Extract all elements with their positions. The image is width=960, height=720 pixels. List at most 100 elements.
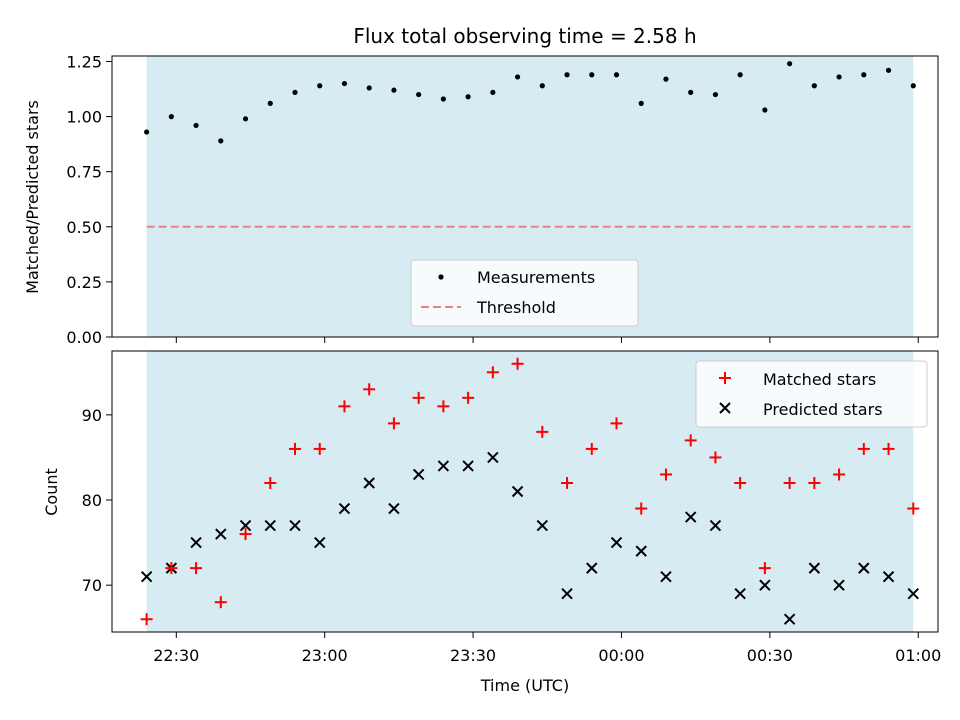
predicted-star-point <box>858 562 870 574</box>
y-tick-label: 1.25 <box>66 53 102 72</box>
predicted-star-point <box>586 562 598 574</box>
predicted-star-point <box>140 570 153 583</box>
predicted-star-point <box>783 613 796 625</box>
predicted-star-point <box>264 519 276 532</box>
measurement-points <box>144 61 916 144</box>
predicted-star-point <box>833 579 845 591</box>
measurement-point <box>267 100 273 106</box>
matched-stars-legend-label: Matched stars <box>763 370 876 389</box>
predicted-star-point <box>536 519 549 532</box>
measurement-point <box>638 100 644 106</box>
y-tick-label: 80 <box>82 491 102 510</box>
matched-star-point <box>808 476 821 489</box>
measurement-point <box>242 116 249 122</box>
predicted-star-point <box>363 477 375 489</box>
chart-title: Flux total observing time = 2.58 h <box>353 24 696 48</box>
measurement-point <box>737 72 743 78</box>
predicted-star-point <box>487 451 499 464</box>
x-tick-label: 00:30 <box>747 646 793 665</box>
measurement-point <box>712 91 719 98</box>
measurement-point <box>144 129 150 135</box>
x-axis-label: Time (UTC) <box>480 676 569 695</box>
matched-star-point <box>190 562 203 575</box>
matched-star-point <box>585 442 598 455</box>
measurement-point <box>885 67 892 73</box>
matched-star-point <box>561 476 574 489</box>
count-legend-box <box>695 360 928 428</box>
predicted-star-point <box>759 579 771 591</box>
ratio-panel: 0.00 0.25 0.50 0.75 1.00 1.25 Flux total obse… <box>23 24 939 347</box>
predicted-star-point <box>289 519 301 532</box>
measurement-point <box>391 87 397 93</box>
measurement-point <box>910 83 916 89</box>
matched-star-point <box>734 476 747 489</box>
matched-star-point <box>907 502 920 515</box>
matched-star-point <box>289 442 302 455</box>
matched-stars-points <box>140 357 920 626</box>
threshold-legend-label: Threshold <box>476 298 556 317</box>
matched-star-point <box>684 434 697 447</box>
measurement-point <box>539 83 545 89</box>
predicted-star-point <box>709 519 722 532</box>
matched-star-point <box>412 391 425 404</box>
predicted-star-point <box>808 562 821 574</box>
count-x-ticks: 22:30 23:00 23:30 00:00 00:30 01:00 <box>153 632 941 665</box>
predicted-star-point <box>635 545 647 557</box>
measurement-point <box>613 72 620 78</box>
matched-star-point <box>635 502 648 515</box>
y-tick-label: 0.50 <box>66 218 102 237</box>
matched-star-point <box>313 442 326 455</box>
matched-star-point <box>437 400 450 413</box>
y-tick-label: 90 <box>82 406 102 425</box>
measurement-point <box>292 89 298 95</box>
predicted-star-point <box>338 502 351 515</box>
matched-star-point <box>214 596 227 609</box>
matched-star-point <box>264 476 277 489</box>
matched-star-point <box>610 417 623 430</box>
y-tick-label: 70 <box>82 576 102 595</box>
ratio-y-axis-label: Matched/Predicted stars <box>23 100 42 294</box>
predicted-star-point <box>511 485 524 498</box>
matched-star-point <box>165 562 178 575</box>
measurement-point <box>589 72 595 78</box>
measurement-point <box>218 138 224 144</box>
count-y-axis-label: Count <box>42 468 61 516</box>
measurement-point <box>317 83 323 89</box>
matched-star-point <box>387 417 400 430</box>
predicted-star-point <box>437 460 450 472</box>
measurement-point <box>341 80 348 87</box>
predicted-star-point <box>462 460 474 472</box>
matched-star-point <box>783 476 796 489</box>
matched-star-point <box>833 468 846 481</box>
measurement-point <box>564 72 570 78</box>
matched-star-point <box>486 366 499 379</box>
count-panel: 70 80 90 22:30 23:00 23:30 00:00 00:30 01:00 Co… <box>42 350 941 695</box>
measurement-point <box>168 114 174 120</box>
matched-star-point <box>758 562 771 575</box>
measurement-point <box>861 72 867 78</box>
matched-star-point <box>363 383 376 396</box>
y-tick-label: 1.00 <box>66 108 102 127</box>
x-tick-label: 00:00 <box>598 646 644 665</box>
x-tick-label: 23:30 <box>450 646 496 665</box>
measurement-point <box>193 122 199 129</box>
y-tick-label: 0.75 <box>66 163 102 182</box>
predicted-star-point <box>314 536 326 549</box>
measurement-point <box>762 107 768 113</box>
measurement-point <box>663 76 669 82</box>
measurement-point <box>416 91 422 98</box>
measurements-legend-marker <box>438 274 444 280</box>
matched-star-point <box>882 442 895 455</box>
matched-stars-legend-marker <box>719 372 731 384</box>
predicted-stars-points <box>140 451 919 625</box>
matched-star-point <box>709 451 722 464</box>
matched-star-point <box>511 357 524 370</box>
measurement-point <box>440 96 446 102</box>
count-y-ticks: 70 80 90 <box>82 406 112 595</box>
predicted-star-point <box>388 502 400 515</box>
matched-star-point <box>140 613 153 626</box>
matched-star-point <box>536 425 549 438</box>
ratio-panel-frame <box>111 55 939 338</box>
ratio-x-ticks <box>175 337 919 343</box>
